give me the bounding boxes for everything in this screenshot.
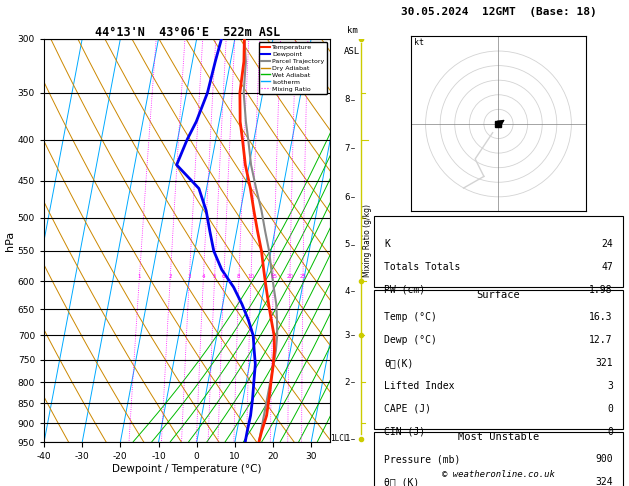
- Text: Temp (°C): Temp (°C): [384, 312, 437, 323]
- Text: 8: 8: [237, 275, 240, 279]
- Text: 2: 2: [169, 275, 172, 279]
- Text: 7: 7: [345, 144, 350, 153]
- Text: 16.3: 16.3: [589, 312, 613, 323]
- Text: 6: 6: [345, 193, 350, 202]
- Text: km: km: [347, 26, 358, 35]
- Text: 24: 24: [601, 239, 613, 249]
- Text: 30.05.2024  12GMT  (Base: 18): 30.05.2024 12GMT (Base: 18): [401, 7, 596, 17]
- Title: 44°13'N  43°06'E  522m ASL: 44°13'N 43°06'E 522m ASL: [94, 26, 280, 39]
- Text: © weatheronline.co.uk: © weatheronline.co.uk: [442, 469, 555, 479]
- Text: 2: 2: [345, 378, 350, 387]
- Text: 3: 3: [345, 331, 350, 340]
- Text: 3: 3: [607, 381, 613, 391]
- Text: 3: 3: [187, 275, 191, 279]
- Text: Mixing Ratio (g/kg): Mixing Ratio (g/kg): [363, 204, 372, 277]
- Text: 5: 5: [345, 240, 350, 249]
- Text: 1LCL: 1LCL: [330, 434, 348, 443]
- Text: Dewp (°C): Dewp (°C): [384, 335, 437, 346]
- Text: 324: 324: [595, 477, 613, 486]
- Text: 25: 25: [299, 275, 306, 279]
- Text: 900: 900: [595, 454, 613, 465]
- Text: 10: 10: [247, 275, 254, 279]
- Text: CAPE (J): CAPE (J): [384, 404, 431, 414]
- Legend: Temperature, Dewpoint, Parcel Trajectory, Dry Adiabat, Wet Adiabat, Isotherm, Mi: Temperature, Dewpoint, Parcel Trajectory…: [259, 42, 327, 94]
- Text: 1: 1: [137, 275, 141, 279]
- Text: 20: 20: [286, 275, 293, 279]
- Text: 5: 5: [213, 275, 216, 279]
- Text: Surface: Surface: [477, 290, 520, 300]
- Text: PW (cm): PW (cm): [384, 285, 425, 295]
- Text: 15: 15: [270, 275, 277, 279]
- Text: Totals Totals: Totals Totals: [384, 262, 460, 272]
- Text: θᴇ (K): θᴇ (K): [384, 477, 420, 486]
- Text: K: K: [384, 239, 390, 249]
- Text: 321: 321: [595, 358, 613, 368]
- Text: 4: 4: [201, 275, 205, 279]
- Text: 0: 0: [607, 404, 613, 414]
- Text: Lifted Index: Lifted Index: [384, 381, 455, 391]
- Text: 4: 4: [345, 287, 350, 295]
- Text: kt: kt: [414, 38, 424, 47]
- Text: Pressure (mb): Pressure (mb): [384, 454, 460, 465]
- Text: 8: 8: [345, 95, 350, 104]
- Text: 6: 6: [222, 275, 225, 279]
- Text: 0: 0: [607, 427, 613, 437]
- Text: Most Unstable: Most Unstable: [458, 432, 539, 442]
- Text: 1.98: 1.98: [589, 285, 613, 295]
- Text: ASL: ASL: [344, 47, 360, 56]
- Text: CIN (J): CIN (J): [384, 427, 425, 437]
- Text: 1: 1: [345, 434, 350, 443]
- X-axis label: Dewpoint / Temperature (°C): Dewpoint / Temperature (°C): [113, 464, 262, 474]
- Text: 12.7: 12.7: [589, 335, 613, 346]
- Y-axis label: hPa: hPa: [5, 230, 15, 251]
- Text: 47: 47: [601, 262, 613, 272]
- Text: θᴇ(K): θᴇ(K): [384, 358, 414, 368]
